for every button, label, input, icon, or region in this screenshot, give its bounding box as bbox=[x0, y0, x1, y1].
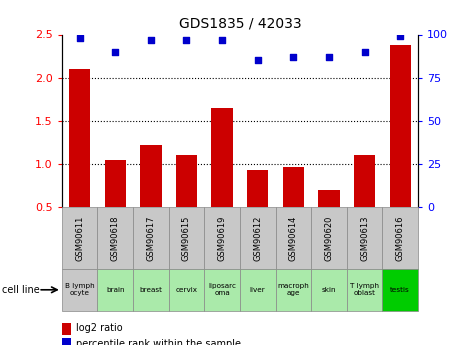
Text: testis: testis bbox=[390, 287, 410, 293]
FancyBboxPatch shape bbox=[133, 269, 169, 310]
Point bbox=[76, 35, 84, 41]
Point bbox=[147, 37, 155, 42]
Point bbox=[218, 37, 226, 42]
Point bbox=[111, 49, 119, 55]
FancyBboxPatch shape bbox=[240, 207, 276, 269]
Bar bbox=[390, 45, 411, 250]
Title: GDS1835 / 42033: GDS1835 / 42033 bbox=[179, 17, 301, 31]
Bar bbox=[211, 108, 233, 250]
FancyBboxPatch shape bbox=[97, 207, 133, 269]
Point bbox=[396, 33, 404, 39]
Bar bbox=[318, 190, 340, 250]
FancyBboxPatch shape bbox=[169, 269, 204, 310]
Text: GSM90616: GSM90616 bbox=[396, 215, 405, 261]
Point bbox=[325, 54, 332, 60]
FancyBboxPatch shape bbox=[347, 207, 382, 269]
FancyBboxPatch shape bbox=[311, 269, 347, 310]
Text: B lymph
ocyte: B lymph ocyte bbox=[65, 283, 95, 296]
Text: macroph
age: macroph age bbox=[277, 283, 309, 296]
Text: brain: brain bbox=[106, 287, 124, 293]
Bar bbox=[247, 170, 268, 250]
Text: GSM90611: GSM90611 bbox=[75, 215, 84, 261]
Text: GSM90617: GSM90617 bbox=[146, 215, 155, 261]
FancyBboxPatch shape bbox=[97, 269, 133, 310]
FancyBboxPatch shape bbox=[382, 269, 418, 310]
FancyBboxPatch shape bbox=[347, 269, 382, 310]
Text: breast: breast bbox=[139, 287, 162, 293]
Text: percentile rank within the sample: percentile rank within the sample bbox=[76, 339, 241, 345]
Text: skin: skin bbox=[322, 287, 336, 293]
Text: T lymph
oblast: T lymph oblast bbox=[350, 283, 379, 296]
Point bbox=[182, 37, 190, 42]
FancyBboxPatch shape bbox=[240, 269, 276, 310]
FancyBboxPatch shape bbox=[62, 269, 97, 310]
Text: cell line: cell line bbox=[2, 285, 40, 295]
Bar bbox=[176, 155, 197, 250]
Text: liposarc
oma: liposarc oma bbox=[208, 283, 236, 296]
Bar bbox=[104, 159, 126, 250]
Text: GSM90619: GSM90619 bbox=[218, 215, 227, 261]
FancyBboxPatch shape bbox=[169, 207, 204, 269]
FancyBboxPatch shape bbox=[276, 207, 311, 269]
FancyBboxPatch shape bbox=[62, 207, 97, 269]
Text: GSM90613: GSM90613 bbox=[360, 215, 369, 261]
Text: log2 ratio: log2 ratio bbox=[76, 324, 123, 333]
Bar bbox=[140, 145, 162, 250]
Bar bbox=[354, 155, 375, 250]
FancyBboxPatch shape bbox=[204, 269, 240, 310]
FancyBboxPatch shape bbox=[133, 207, 169, 269]
Text: GSM90615: GSM90615 bbox=[182, 215, 191, 261]
Text: liver: liver bbox=[250, 287, 266, 293]
Point bbox=[289, 54, 297, 60]
FancyBboxPatch shape bbox=[311, 207, 347, 269]
Text: GSM90618: GSM90618 bbox=[111, 215, 120, 261]
Bar bbox=[283, 167, 304, 250]
Point bbox=[254, 58, 261, 63]
Bar bbox=[69, 69, 90, 250]
Point bbox=[361, 49, 369, 55]
FancyBboxPatch shape bbox=[276, 269, 311, 310]
Text: GSM90614: GSM90614 bbox=[289, 215, 298, 261]
Text: GSM90620: GSM90620 bbox=[324, 215, 333, 261]
Text: cervix: cervix bbox=[175, 287, 198, 293]
FancyBboxPatch shape bbox=[204, 207, 240, 269]
Text: GSM90612: GSM90612 bbox=[253, 215, 262, 261]
FancyBboxPatch shape bbox=[382, 207, 418, 269]
